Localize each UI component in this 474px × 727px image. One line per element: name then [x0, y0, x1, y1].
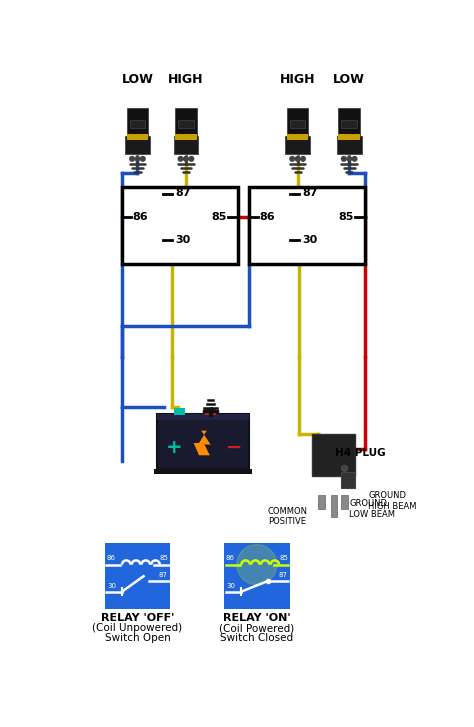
Circle shape — [237, 545, 277, 585]
Bar — [337, 136, 362, 154]
Bar — [178, 121, 194, 128]
Bar — [125, 136, 150, 154]
Text: 30: 30 — [302, 235, 318, 245]
Text: 85: 85 — [211, 212, 227, 222]
Bar — [105, 544, 170, 609]
Bar — [127, 108, 148, 137]
Bar — [331, 495, 337, 517]
Bar — [205, 408, 216, 415]
Text: 85: 85 — [279, 555, 288, 561]
Text: 86: 86 — [260, 212, 275, 222]
Text: LOW: LOW — [333, 73, 365, 86]
Text: H4 PLUG: H4 PLUG — [335, 448, 386, 458]
Text: 30: 30 — [107, 582, 116, 589]
Bar — [130, 121, 145, 128]
Bar — [122, 188, 237, 265]
Bar — [175, 134, 197, 140]
Bar — [341, 473, 356, 488]
Text: 87: 87 — [159, 571, 168, 578]
Bar — [224, 544, 290, 609]
Text: −: − — [226, 438, 242, 457]
Bar — [174, 408, 185, 415]
Text: RELAY 'ON': RELAY 'ON' — [223, 613, 291, 623]
Text: +: + — [165, 438, 182, 457]
Text: Switch Open: Switch Open — [105, 633, 170, 643]
Text: 86: 86 — [133, 212, 148, 222]
Circle shape — [295, 156, 300, 161]
Bar — [154, 469, 252, 474]
Circle shape — [189, 156, 194, 161]
Circle shape — [352, 156, 357, 161]
Bar — [157, 414, 249, 420]
Circle shape — [301, 156, 305, 161]
Circle shape — [183, 156, 188, 161]
Text: 85: 85 — [160, 555, 169, 561]
Circle shape — [341, 465, 347, 472]
Circle shape — [341, 156, 346, 161]
Polygon shape — [194, 430, 210, 455]
Text: 87: 87 — [278, 571, 287, 578]
Text: (Coil Powered): (Coil Powered) — [219, 623, 294, 633]
Bar — [338, 134, 360, 140]
Circle shape — [178, 156, 183, 161]
Bar — [173, 136, 198, 154]
Bar — [338, 108, 360, 137]
Text: 86: 86 — [226, 555, 235, 561]
Bar — [287, 108, 309, 137]
Text: GROUND
LOW BEAM: GROUND LOW BEAM — [349, 499, 395, 518]
Text: 30: 30 — [175, 235, 191, 245]
Circle shape — [135, 156, 140, 161]
Bar — [341, 121, 357, 128]
Bar — [157, 414, 249, 469]
Text: LOW: LOW — [121, 73, 154, 86]
Text: 87: 87 — [302, 188, 318, 198]
Bar — [341, 495, 347, 509]
Text: HIGH: HIGH — [280, 73, 315, 86]
Bar — [175, 108, 197, 137]
Text: Switch Closed: Switch Closed — [220, 633, 293, 643]
Circle shape — [290, 156, 294, 161]
Bar — [287, 134, 309, 140]
Bar — [285, 136, 310, 154]
Text: (Coil Unpowered): (Coil Unpowered) — [92, 623, 182, 633]
Text: 87: 87 — [175, 188, 191, 198]
Bar — [249, 188, 365, 265]
Text: 85: 85 — [338, 212, 354, 222]
Bar — [290, 121, 305, 128]
Text: 86: 86 — [106, 555, 115, 561]
Text: RELAY 'OFF': RELAY 'OFF' — [101, 613, 174, 623]
Text: COMMON
POSITIVE: COMMON POSITIVE — [268, 507, 308, 526]
Circle shape — [130, 156, 134, 161]
Text: HIGH: HIGH — [168, 73, 204, 86]
Circle shape — [347, 156, 352, 161]
Bar — [127, 134, 148, 140]
Text: GROUND
HIGH BEAM: GROUND HIGH BEAM — [368, 491, 417, 511]
Text: 30: 30 — [227, 582, 236, 589]
Bar — [312, 434, 356, 476]
Bar — [319, 495, 325, 509]
Circle shape — [140, 156, 145, 161]
